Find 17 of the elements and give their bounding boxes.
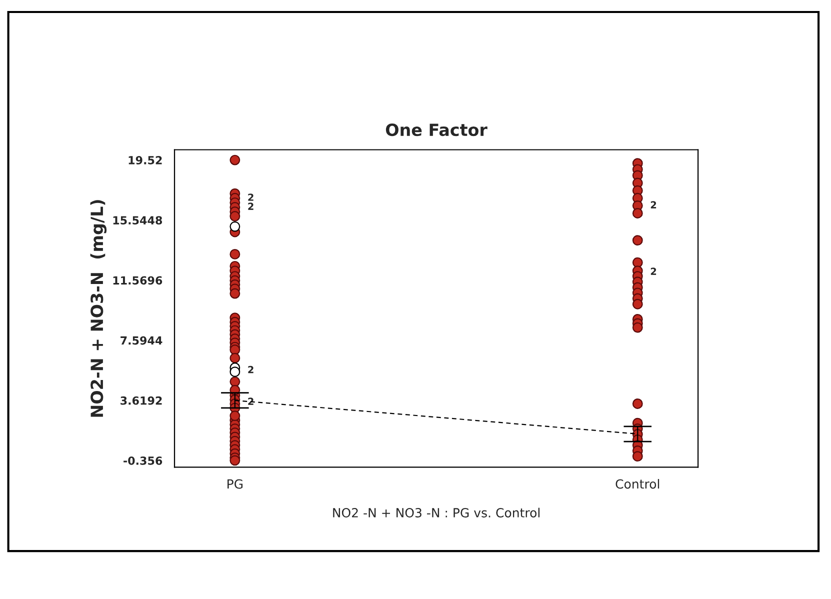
y-tick-label: 19.52 <box>128 156 162 164</box>
annotation: 2 <box>248 202 254 210</box>
annotation: 2 <box>650 201 656 208</box>
annotation: 2 <box>248 366 254 374</box>
y-tick-label: -0.356 <box>124 456 162 465</box>
annotation: 2 <box>248 398 254 405</box>
y-tick-label: 15.5448 <box>113 216 162 225</box>
x-tick-label: PG <box>228 479 243 489</box>
y-tick-label: 11.5696 <box>113 276 162 285</box>
chart-title: One Factor <box>386 123 488 136</box>
y-tick-label: 3.6192 <box>120 396 162 405</box>
annotation: 2 <box>248 194 254 201</box>
y-tick-label: 7.5944 <box>120 336 162 345</box>
x-axis-title: NO2 -N + NO3 -N : PG vs. Control <box>333 508 540 518</box>
x-tick-label: Control <box>616 479 660 489</box>
annotation: 2 <box>650 268 656 275</box>
y-axis-title: NO2-N + NO3-N (mg/L) <box>90 200 107 417</box>
